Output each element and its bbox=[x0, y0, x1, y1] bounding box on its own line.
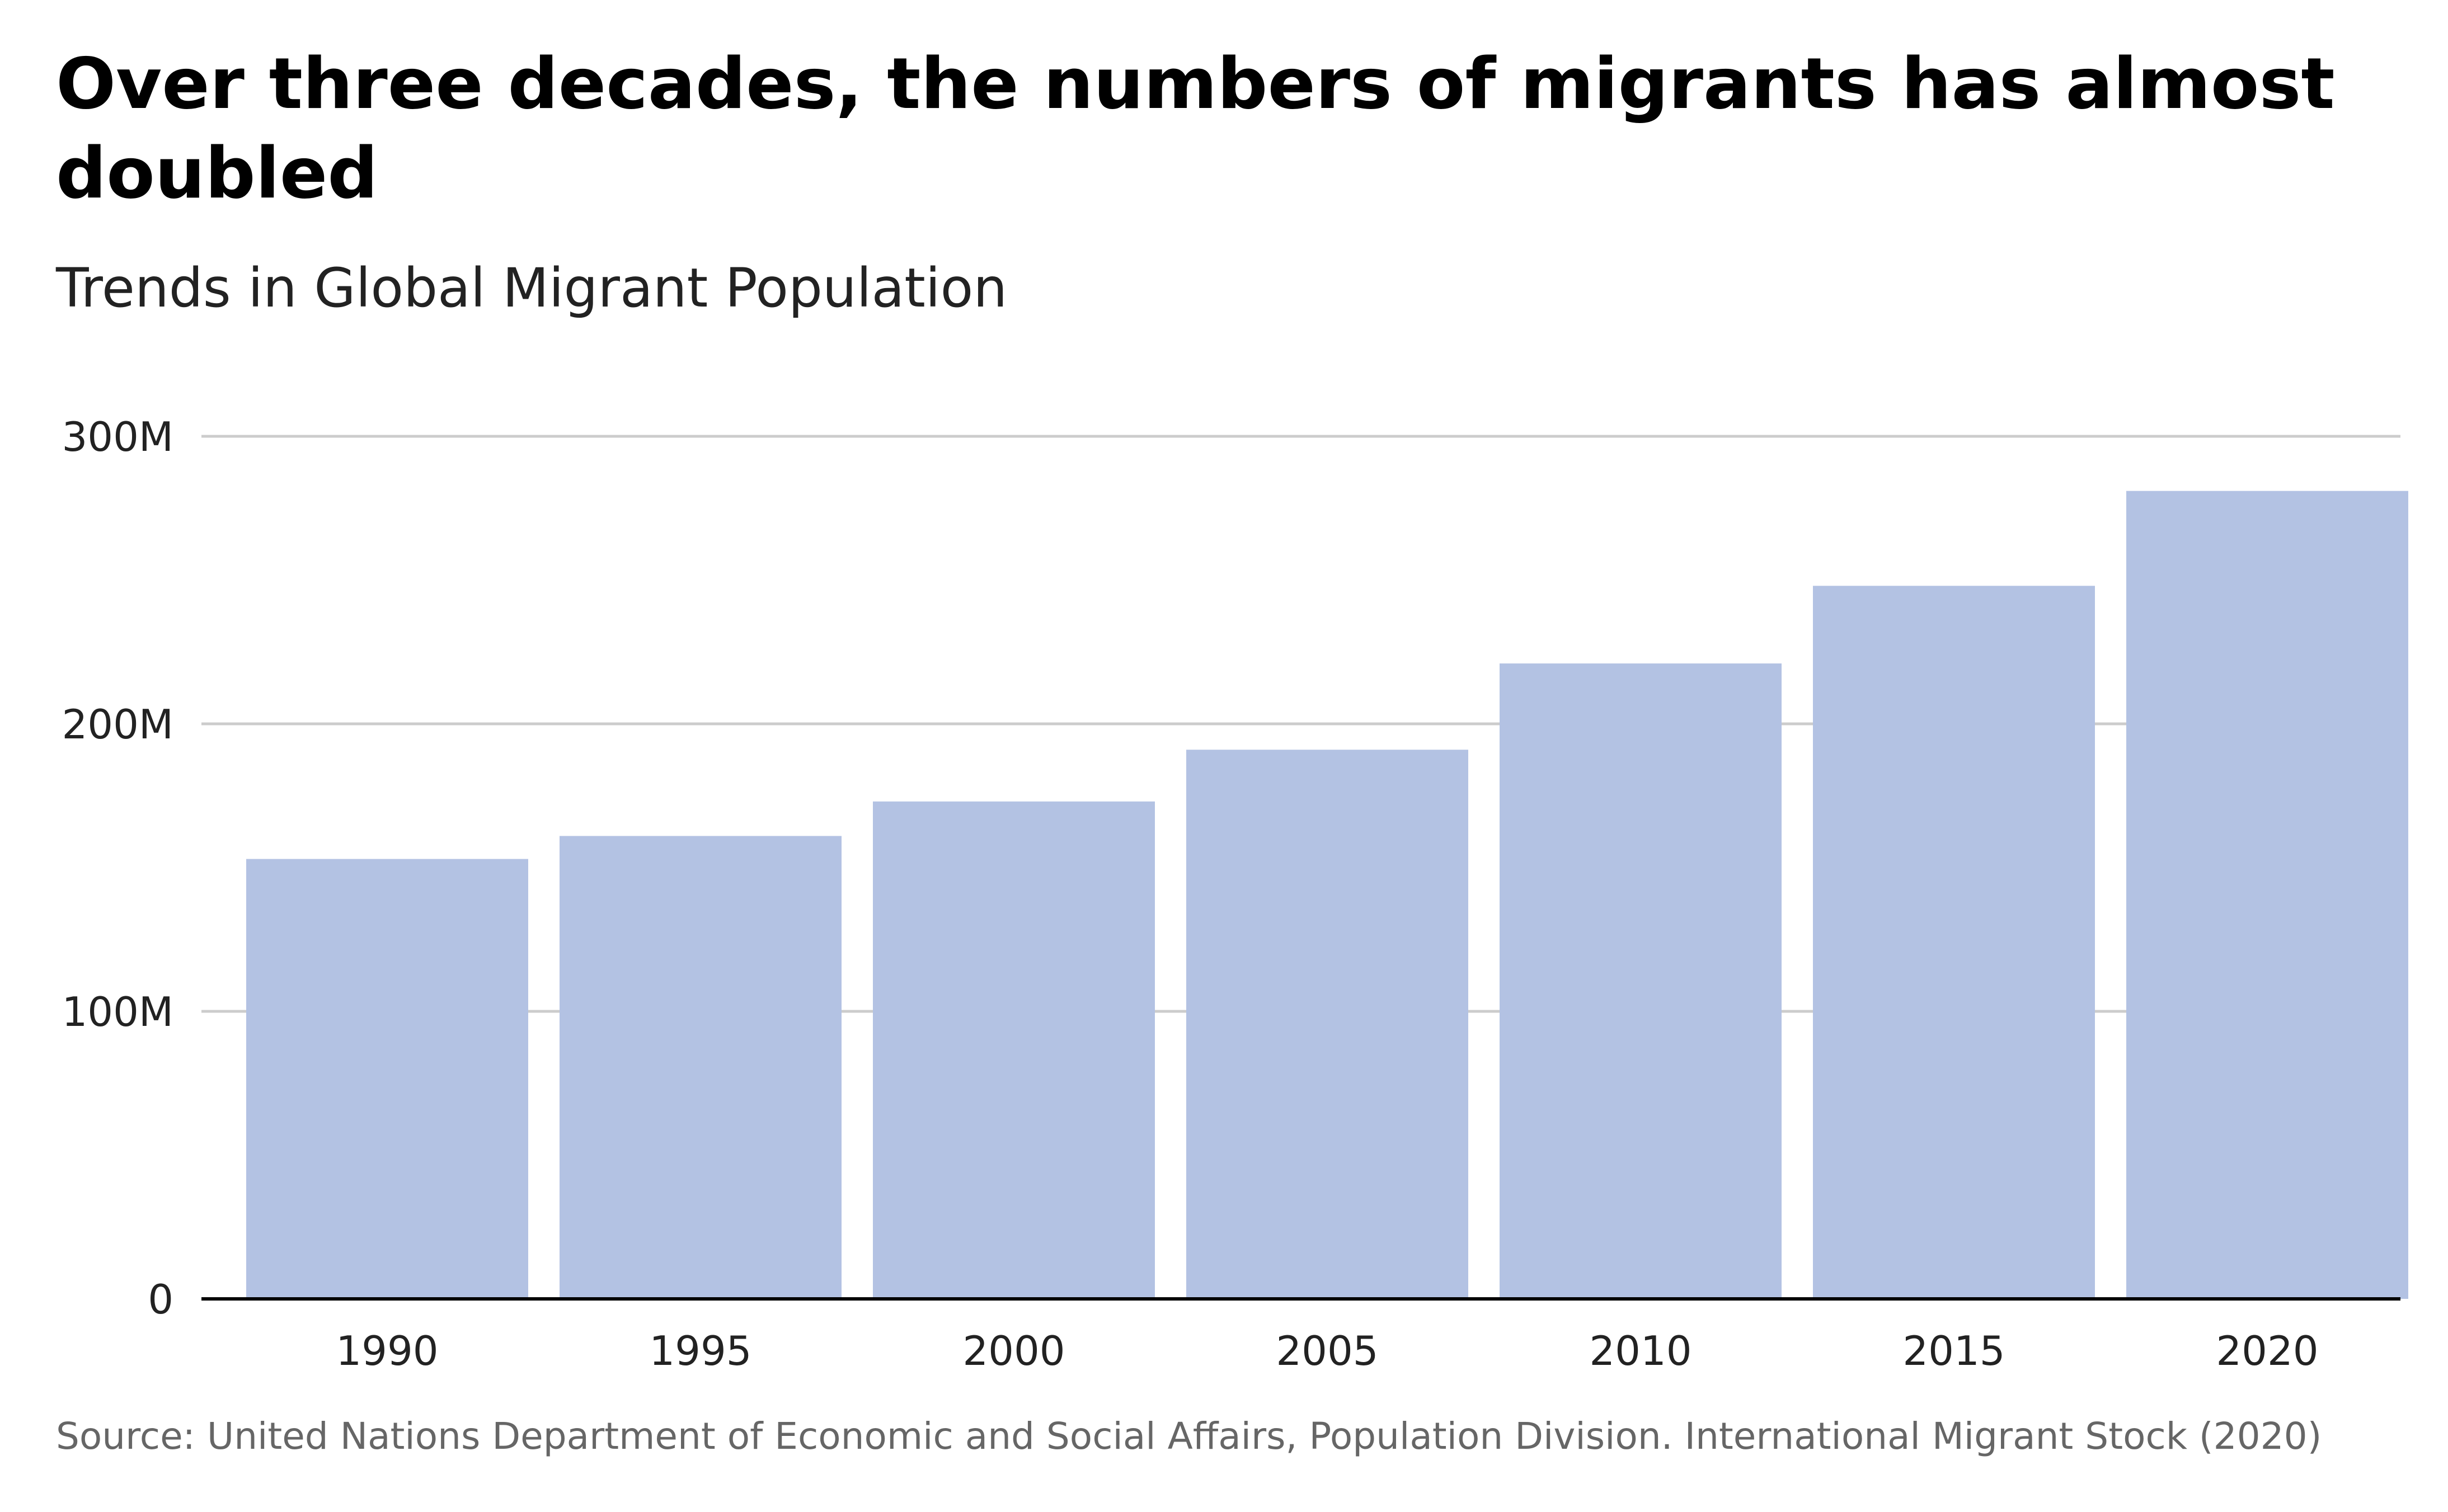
bar bbox=[560, 836, 842, 1299]
y-tick-label: 300M bbox=[62, 413, 173, 460]
x-tick-label: 1990 bbox=[336, 1327, 438, 1374]
source-note: Source: United Nations Department of Eco… bbox=[56, 1415, 2322, 1458]
tick-labels: 0 100M 200M 300M 1990 1995 2000 2005 2010 2015 202… bbox=[62, 413, 2318, 1374]
x-tick-label: 2005 bbox=[1276, 1327, 1378, 1374]
bar bbox=[1500, 663, 1782, 1299]
x-tick-label: 2010 bbox=[1589, 1327, 1691, 1374]
bar bbox=[2126, 491, 2408, 1299]
x-tick-label: 1995 bbox=[649, 1327, 751, 1374]
y-tick-label: 200M bbox=[62, 701, 173, 748]
bar bbox=[873, 801, 1155, 1299]
x-tick-label: 2000 bbox=[962, 1327, 1065, 1374]
y-tick-label: 0 bbox=[148, 1276, 173, 1323]
chart-subtitle: Trends in Global Migrant Population bbox=[56, 257, 1008, 319]
x-tick-label: 2015 bbox=[1902, 1327, 2005, 1374]
bars bbox=[246, 491, 2408, 1299]
bar bbox=[246, 859, 528, 1299]
x-tick-label: 2020 bbox=[2216, 1327, 2318, 1374]
bar bbox=[1186, 750, 1468, 1299]
chart-title: Over three decades, the numbers of migra… bbox=[56, 43, 2335, 214]
y-tick-label: 100M bbox=[62, 988, 173, 1035]
bar bbox=[1813, 586, 2095, 1299]
